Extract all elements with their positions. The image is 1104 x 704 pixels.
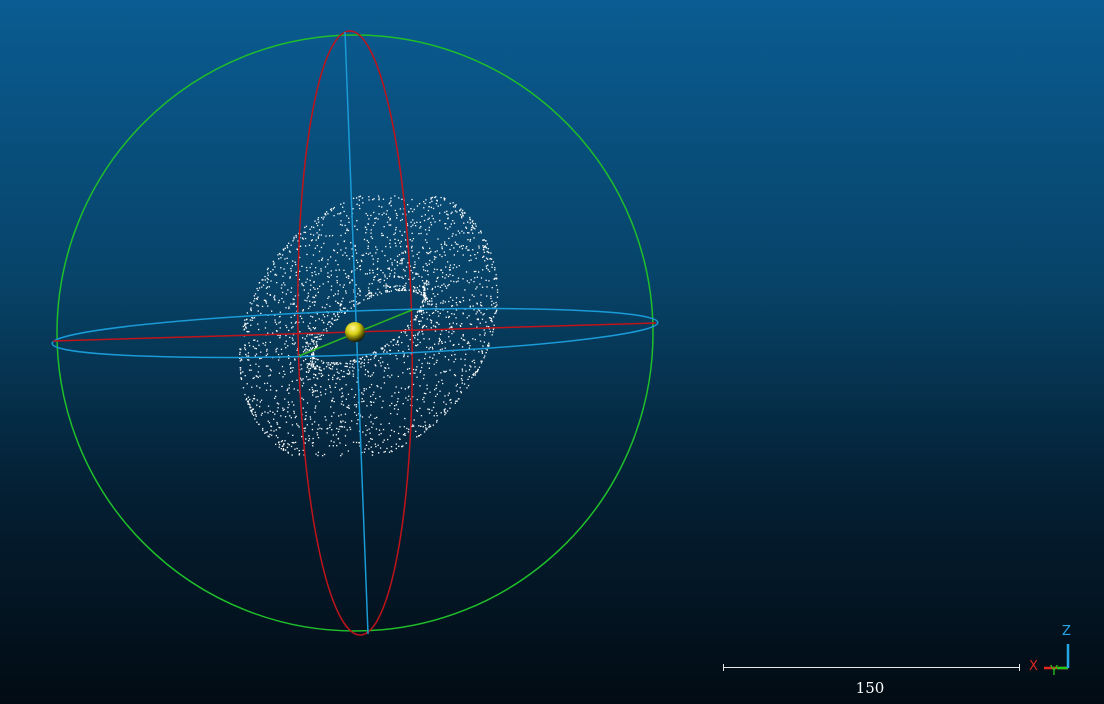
triad-x-label: X [1029,659,1038,674]
axis-triad: X Y Z [1024,620,1084,680]
scale-bar-tick-left [723,664,724,671]
triad-y-label: Y [1050,664,1058,679]
point-cloud [239,195,499,457]
trackball-ring-blue[interactable] [51,300,659,365]
scale-bar-tick-right [1019,664,1020,671]
scale-bar-label: 150 [855,679,885,697]
scale-bar-line [723,667,1020,668]
trackball-sphere[interactable] [56,34,654,632]
pivot-point[interactable] [345,322,365,342]
scale-bar [723,662,1020,672]
triad-z-label: Z [1062,624,1071,639]
